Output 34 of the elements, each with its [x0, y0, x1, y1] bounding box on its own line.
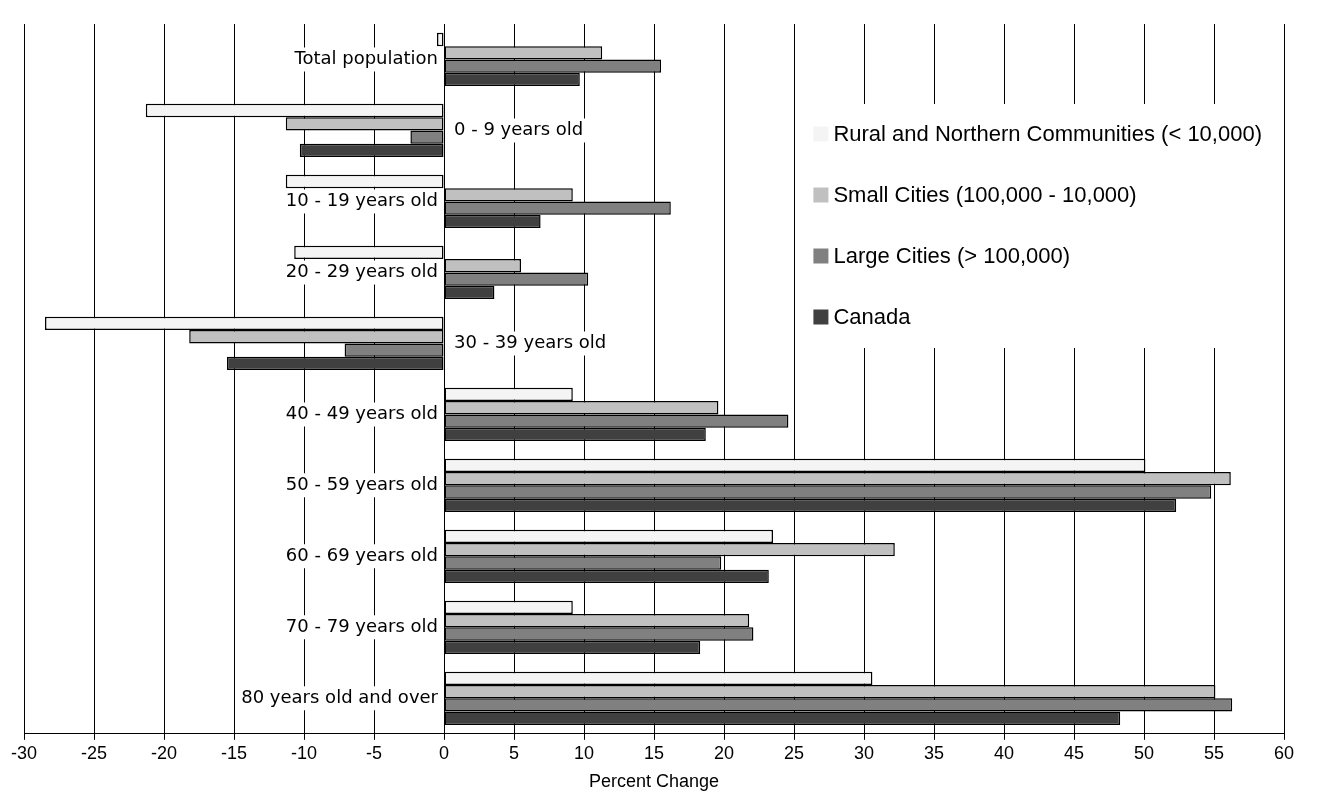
y-tick-label: 30 - 39 years old — [454, 331, 607, 353]
x-tick-label: 60 — [1273, 742, 1295, 763]
y-tick-label: 60 - 69 years old — [285, 544, 439, 566]
legend-label: Rural and Northern Communities (< 10,000) — [833, 120, 1262, 146]
x-tick-label: 25 — [783, 742, 805, 763]
x-tick-label: 50 — [1133, 742, 1155, 763]
x-tick-label: -25 — [81, 742, 108, 763]
x-tick-label: 20 — [713, 742, 735, 763]
x-tick-label: 5 — [509, 742, 520, 763]
x-tick-label: 35 — [923, 742, 945, 763]
x-tick-label: 40 — [993, 742, 1015, 763]
x-tick-label: 15 — [643, 742, 665, 763]
y-tick-label: 0 - 9 years old — [454, 118, 584, 140]
x-tick-label: -5 — [366, 742, 383, 763]
y-tick-label: 80 years old and over — [241, 685, 439, 707]
x-tick-label: -15 — [221, 742, 248, 763]
x-tick-label: 10 — [573, 742, 595, 763]
legend-label: Small Cities (100,000 - 10,000) — [833, 181, 1137, 207]
y-tick-label: 10 - 19 years old — [285, 189, 439, 211]
x-tick-label: 55 — [1203, 742, 1225, 763]
x-tick-label: 0 — [439, 742, 450, 763]
y-tick-label: 20 - 29 years old — [285, 260, 439, 282]
x-tick-label: 30 — [853, 742, 875, 763]
y-tick-label: Total population — [293, 47, 439, 69]
legend-label: Large Cities (> 100,000) — [833, 242, 1071, 268]
y-tick-label: 70 - 79 years old — [285, 615, 439, 636]
x-axis-title: Percent Change — [588, 771, 720, 792]
x-tick-label: -10 — [291, 742, 318, 763]
legend-label: Canada — [833, 303, 912, 329]
y-tick-label: 40 - 49 years old — [285, 402, 439, 424]
x-tick-label: -20 — [151, 742, 178, 763]
x-tick-label: 45 — [1063, 742, 1085, 763]
x-tick-label: -30 — [11, 742, 38, 763]
y-tick-label: 50 - 59 years old — [285, 473, 439, 495]
